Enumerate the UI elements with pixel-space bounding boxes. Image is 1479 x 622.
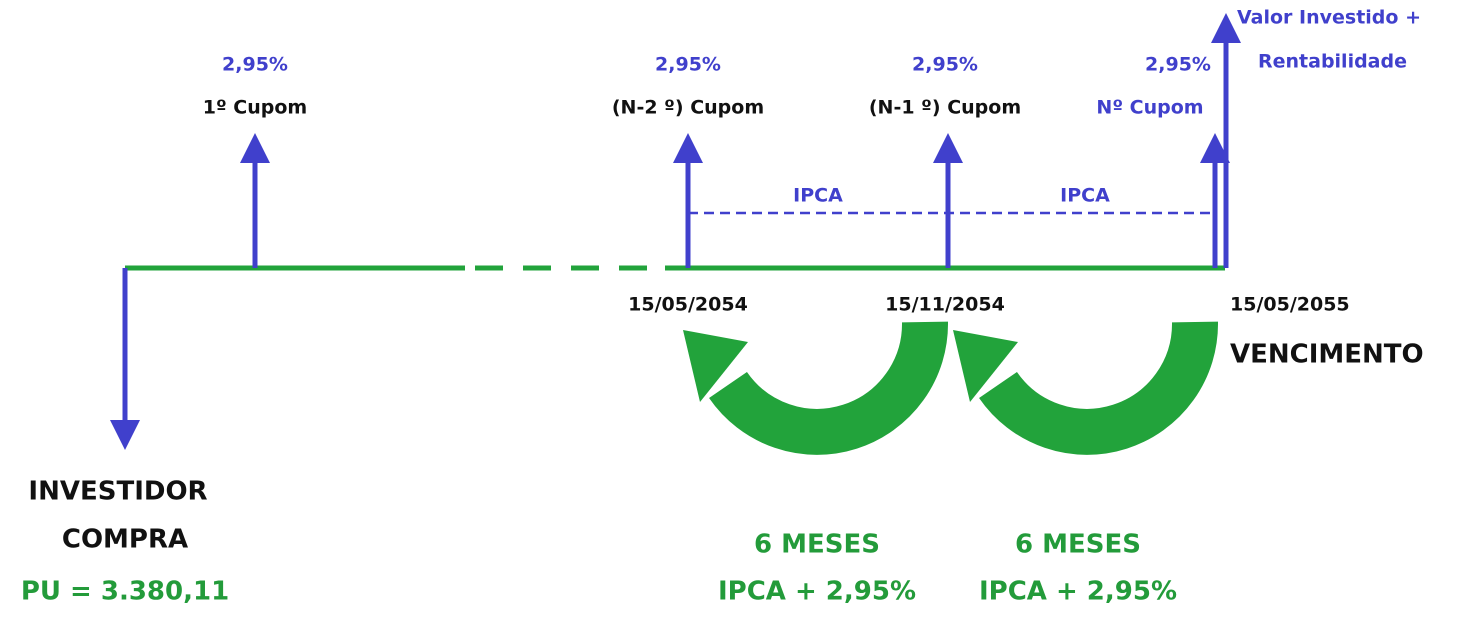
coupon-rate: 2,95% <box>912 54 978 76</box>
investor-label: COMPRA <box>62 525 188 555</box>
ipca-label: IPCA <box>793 185 843 207</box>
date: 15/11/2054 <box>885 294 1005 316</box>
date: 15/05/2054 <box>628 294 748 316</box>
final-label: Valor Investido + <box>1237 7 1421 29</box>
period-rate: IPCA + 2,95% <box>718 577 916 607</box>
maturity: VENCIMENTO <box>1230 340 1424 370</box>
coupon-rate: 2,95% <box>655 54 721 76</box>
ipca-label: IPCA <box>1060 185 1110 207</box>
purchase-price: PU = 3.380,11 <box>21 577 229 607</box>
period-months: 6 MESES <box>754 530 880 560</box>
coupon-rate: 2,95% <box>1145 54 1211 76</box>
date: 15/05/2055 <box>1230 294 1350 316</box>
period-arrows <box>709 321 1219 455</box>
investor-label: INVESTIDOR <box>28 477 207 507</box>
period-rate: IPCA + 2,95% <box>979 577 1177 607</box>
period-months: 6 MESES <box>1015 530 1141 560</box>
period-arrowheads <box>683 330 1018 402</box>
coupon-label: (N-1 º) Cupom <box>869 97 1021 119</box>
coupon-rate: 2,95% <box>222 54 288 76</box>
coupon-label: Nº Cupom <box>1096 97 1203 119</box>
coupon-label: (N-2 º) Cupom <box>612 97 764 119</box>
final-label: Rentabilidade <box>1258 51 1407 73</box>
cash-flow-arrows <box>110 13 1241 450</box>
coupon-label: 1º Cupom <box>203 97 307 119</box>
